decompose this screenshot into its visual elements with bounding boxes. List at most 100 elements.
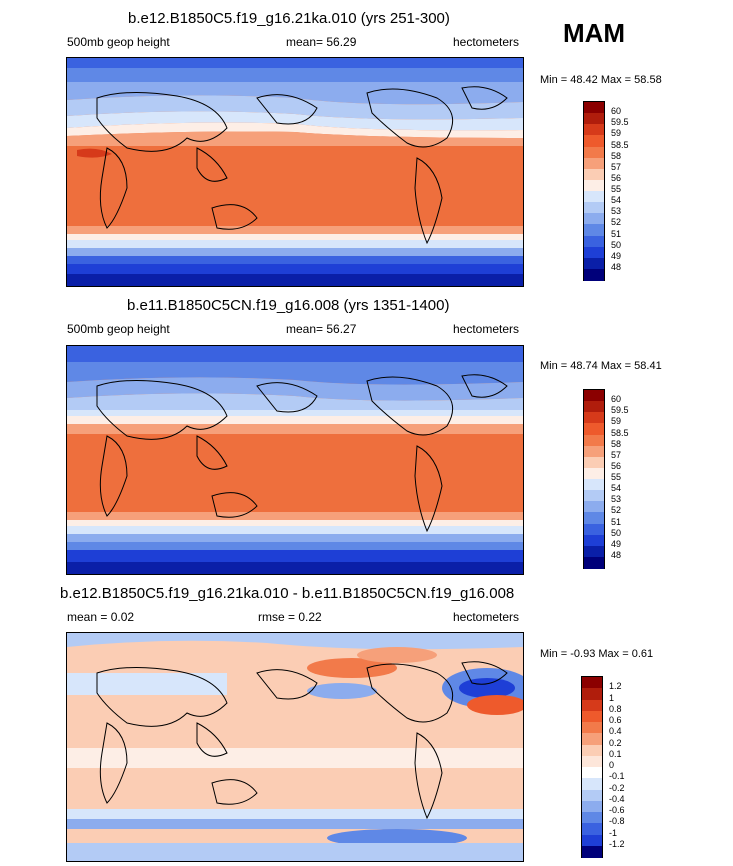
colorbar-swatch <box>582 834 602 847</box>
panel1-colorbar <box>583 101 605 281</box>
colorbar-swatch <box>582 823 602 835</box>
colorbar-tick-label: 59 <box>611 128 622 139</box>
colorbar-tick-label: 53 <box>611 206 622 217</box>
colorbar-tick-label: 48 <box>611 549 622 560</box>
colorbar-swatch <box>584 246 604 259</box>
colorbar-swatch <box>582 767 602 779</box>
colorbar-swatch <box>584 490 604 502</box>
colorbar-tick-label: 51 <box>611 228 622 239</box>
colorbar-tick-label: 52 <box>611 217 622 228</box>
colorbar-tick-label: -0.1 <box>609 771 625 782</box>
colorbar-tick-label: 56 <box>611 460 622 471</box>
colorbar-tick-label: 48 <box>611 261 622 272</box>
colorbar-tick-label: 56 <box>611 172 622 183</box>
colorbar-tick-label: -0.4 <box>609 793 625 804</box>
panel3-colorbar <box>581 676 603 858</box>
colorbar-swatch <box>584 423 604 435</box>
colorbar-swatch <box>584 401 604 413</box>
colorbar-tick-label: 55 <box>611 472 622 482</box>
colorbar-swatch <box>584 445 604 458</box>
colorbar-swatch <box>584 556 604 569</box>
panel2-variable-label: 500mb geop height <box>67 322 170 336</box>
colorbar-swatch <box>584 135 604 147</box>
colorbar-swatch <box>584 124 604 136</box>
colorbar-tick-label: 50 <box>611 239 622 250</box>
colorbar-tick-label: 54 <box>611 483 622 494</box>
colorbar-swatch <box>584 523 604 536</box>
colorbar-swatch <box>582 733 602 745</box>
colorbar-tick-label: 59.5 <box>611 117 629 128</box>
colorbar-swatch <box>584 390 604 402</box>
panel3-rmse-label: rmse = 0.22 <box>258 610 322 624</box>
colorbar-swatch <box>584 168 604 181</box>
colorbar-tick-label: 57 <box>611 449 622 460</box>
colorbar-tick-label: 1 <box>609 692 615 703</box>
panel2-colorbar <box>583 389 605 569</box>
colorbar-tick-label: 59 <box>611 416 622 427</box>
colorbar-swatch <box>582 755 602 768</box>
colorbar-tick-label: 0.8 <box>609 703 622 714</box>
colorbar-swatch <box>584 257 604 270</box>
colorbar-tick-label: 58.5 <box>611 139 629 150</box>
colorbar-swatch <box>584 191 604 203</box>
panel1-mean-label: mean= 56.29 <box>286 35 357 49</box>
colorbar-swatch <box>584 512 604 524</box>
panel1-map <box>66 57 524 287</box>
colorbar-tick-label: 49 <box>611 250 622 261</box>
colorbar-swatch <box>584 501 604 513</box>
panel2-units-label: hectometers <box>453 322 520 336</box>
panel2-map <box>66 345 524 575</box>
colorbar-swatch <box>582 710 602 723</box>
colorbar-tick-label: -0.8 <box>609 816 625 827</box>
colorbar-tick-label: -1 <box>609 827 618 838</box>
colorbar-swatch <box>584 434 604 447</box>
colorbar-tick-label: -1.2 <box>609 838 625 849</box>
colorbar-tick-label: 52 <box>611 505 622 516</box>
colorbar-tick-label: 0.2 <box>609 737 622 748</box>
colorbar-swatch <box>584 202 604 214</box>
colorbar-swatch <box>582 677 602 689</box>
colorbar-swatch <box>582 845 602 858</box>
colorbar-tick-label: 0.4 <box>609 726 622 737</box>
panel1-minmax: Min = 48.42 Max = 58.58 <box>540 74 662 86</box>
panel1-units-label: hectometers <box>453 35 520 49</box>
colorbar-swatch <box>584 268 604 281</box>
panel2-title: b.e11.B1850C5CN.f19_g16.008 (yrs 1351-14… <box>127 297 450 314</box>
panel3-map <box>66 632 524 862</box>
colorbar-swatch <box>584 113 604 125</box>
colorbar-tick-label: 58 <box>611 438 622 449</box>
colorbar-swatch <box>584 213 604 225</box>
panel3-mean-label: mean = 0.02 <box>67 610 135 624</box>
colorbar-swatch <box>584 534 604 547</box>
colorbar-tick-label: 53 <box>611 494 622 505</box>
colorbar-tick-label: -0.6 <box>609 805 625 815</box>
colorbar-tick-label: 0 <box>609 760 615 770</box>
colorbar-swatch <box>584 545 604 558</box>
colorbar-tick-label: -0.2 <box>609 782 625 793</box>
colorbar-swatch <box>582 800 602 813</box>
colorbar-swatch <box>584 224 604 236</box>
panel1-title: b.e12.B1850C5.f19_g16.21ka.010 (yrs 251-… <box>128 10 450 27</box>
colorbar-swatch <box>584 179 604 192</box>
panel3-title: b.e12.B1850C5.f19_g16.21ka.010 - b.e11.B… <box>60 585 515 602</box>
colorbar-tick-label: 54 <box>611 195 622 206</box>
colorbar-swatch <box>582 688 602 700</box>
colorbar-tick-label: 51 <box>611 516 622 527</box>
panel2-minmax: Min = 48.74 Max = 58.41 <box>540 360 662 372</box>
colorbar-tick-label: 59.5 <box>611 405 629 416</box>
colorbar-swatch <box>582 812 602 824</box>
colorbar-tick-label: 49 <box>611 538 622 549</box>
colorbar-tick-label: 58 <box>611 150 622 161</box>
colorbar-tick-label: 50 <box>611 527 622 538</box>
colorbar-tick-label: 1.2 <box>609 681 622 692</box>
colorbar-swatch <box>584 102 604 114</box>
colorbar-tick-label: 60 <box>611 106 622 117</box>
colorbar-swatch <box>582 699 602 712</box>
colorbar-swatch <box>584 412 604 424</box>
colorbar-swatch <box>582 778 602 790</box>
panel2-mean-label: mean= 56.27 <box>286 322 357 336</box>
colorbar-tick-label: 57 <box>611 161 622 172</box>
colorbar-swatch <box>584 146 604 159</box>
colorbar-swatch <box>584 456 604 469</box>
colorbar-swatch <box>584 157 604 170</box>
